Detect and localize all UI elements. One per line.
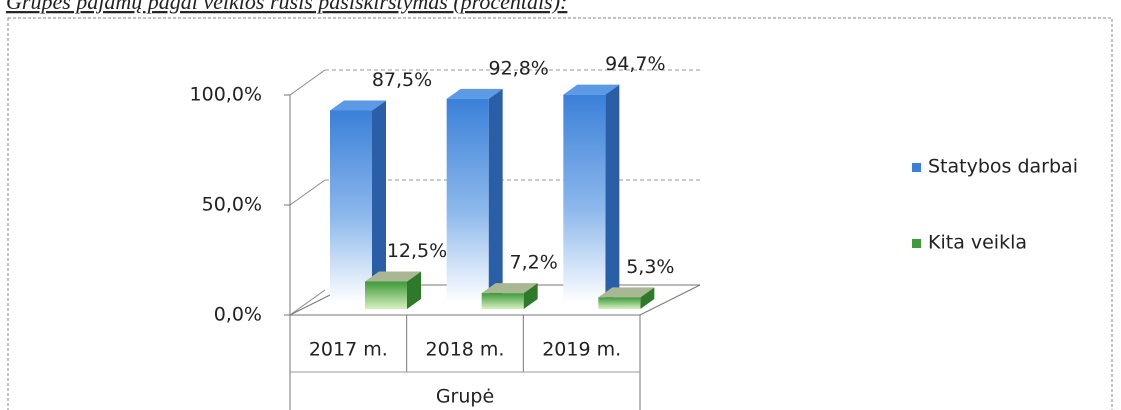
bar (598, 297, 641, 309)
x-tick-label: 2018 m. (426, 339, 505, 361)
bar-top (446, 88, 503, 99)
legend-swatch (912, 239, 921, 248)
bar-top (563, 84, 620, 95)
value-label: 12,5% (387, 240, 447, 262)
bar-side (372, 100, 386, 303)
bar (481, 293, 524, 309)
value-label: 7,2% (510, 252, 558, 274)
bar-top (598, 287, 655, 298)
legend-swatch (912, 163, 921, 172)
grid-line (289, 69, 326, 96)
x-tick-label: 2017 m. (309, 339, 388, 361)
chart-border (7, 17, 1113, 410)
grid-line (289, 179, 326, 206)
y-tick-label: 100,0% (190, 84, 262, 106)
value-label: 5,3% (626, 256, 674, 278)
bar-side (488, 88, 503, 303)
y-tick-label: 50,0% (202, 194, 262, 216)
x-tick-label: 2019 m. (542, 339, 621, 361)
bar-top (330, 100, 386, 111)
bar-side (640, 287, 655, 309)
value-label: 92,8% (488, 57, 548, 79)
value-label: 94,7% (605, 53, 665, 75)
grid-line (289, 289, 326, 316)
bar-top (481, 283, 538, 294)
x-axis-label: Grupė (436, 386, 494, 408)
value-label: 87,5% (372, 69, 432, 91)
bar (365, 281, 407, 309)
chart-title: Grupės pajamų pagal veiklos rūšis pasisk… (6, 0, 567, 14)
bar-side (605, 84, 620, 303)
bar-side (407, 271, 421, 309)
legend-label: Kita veikla (928, 232, 1027, 254)
bar-side (523, 283, 538, 309)
bar (446, 98, 489, 303)
legend-label: Statybos darbai (928, 156, 1078, 178)
y-tick-label: 0,0% (214, 304, 262, 326)
bar-top (365, 271, 421, 282)
bar (330, 110, 372, 303)
bar (563, 94, 606, 303)
